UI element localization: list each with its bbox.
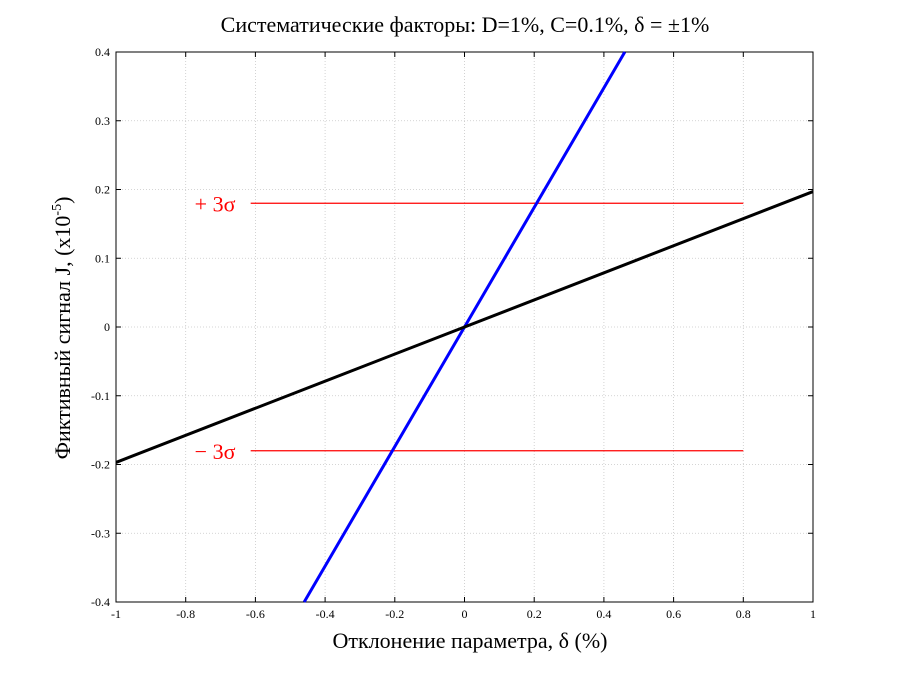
- x-axis-ticks: -1 -0.8 -0.6 -0.4 -0.2 0 0.2 0.4 0.6 0.8 1: [111, 52, 816, 621]
- series-line-2: [115, 190, 814, 464]
- x-tick-label: -1: [111, 607, 121, 621]
- y-tick-label: -0.1: [91, 389, 110, 403]
- y-axis-ticks: -0.4 -0.3 -0.2 -0.1 0 0.1 0.2 0.3 0.4: [91, 45, 813, 609]
- x-axis-label: Отклонение параметра, δ (%): [333, 628, 608, 653]
- x-tick-label: -0.8: [176, 607, 195, 621]
- x-tick-label: 0.4: [596, 607, 611, 621]
- y-tick-label: 0: [104, 320, 110, 334]
- x-tick-label: -0.6: [246, 607, 265, 621]
- y-tick-label: 0.1: [95, 251, 110, 265]
- x-tick-label: 0.8: [736, 607, 751, 621]
- sigma-label: − 3σ: [195, 439, 236, 464]
- y-tick-label: -0.3: [91, 526, 110, 540]
- x-tick-label: -0.4: [316, 607, 335, 621]
- y-axis-label: Фиктивный сигнал J, (x10-5): [50, 197, 75, 460]
- x-tick-label: -0.2: [385, 607, 404, 621]
- y-tick-label: 0.3: [95, 114, 110, 128]
- reference-lines: + 3σ − 3σ: [195, 191, 744, 464]
- y-axis-label-text: Фиктивный сигнал J, (x10: [50, 216, 75, 460]
- y-tick-label: 0.4: [95, 45, 110, 59]
- x-tick-label: 1: [810, 607, 816, 621]
- y-axis-label-exponent: -5: [50, 204, 65, 216]
- chart-title: Систематические факторы: D=1%, C=0.1%, δ…: [221, 12, 710, 37]
- y-axis-label-close: ): [50, 197, 75, 204]
- series-group: [115, 51, 814, 603]
- y-tick-label: 0.2: [95, 183, 110, 197]
- sigma-label: + 3σ: [195, 191, 236, 216]
- y-tick-label: -0.4: [91, 595, 110, 609]
- x-tick-label: 0.2: [527, 607, 542, 621]
- y-axis-label-group: Фиктивный сигнал J, (x10-5): [50, 197, 75, 460]
- y-tick-label: -0.2: [91, 458, 110, 472]
- x-tick-label: 0: [462, 607, 468, 621]
- x-tick-label: 0.6: [666, 607, 681, 621]
